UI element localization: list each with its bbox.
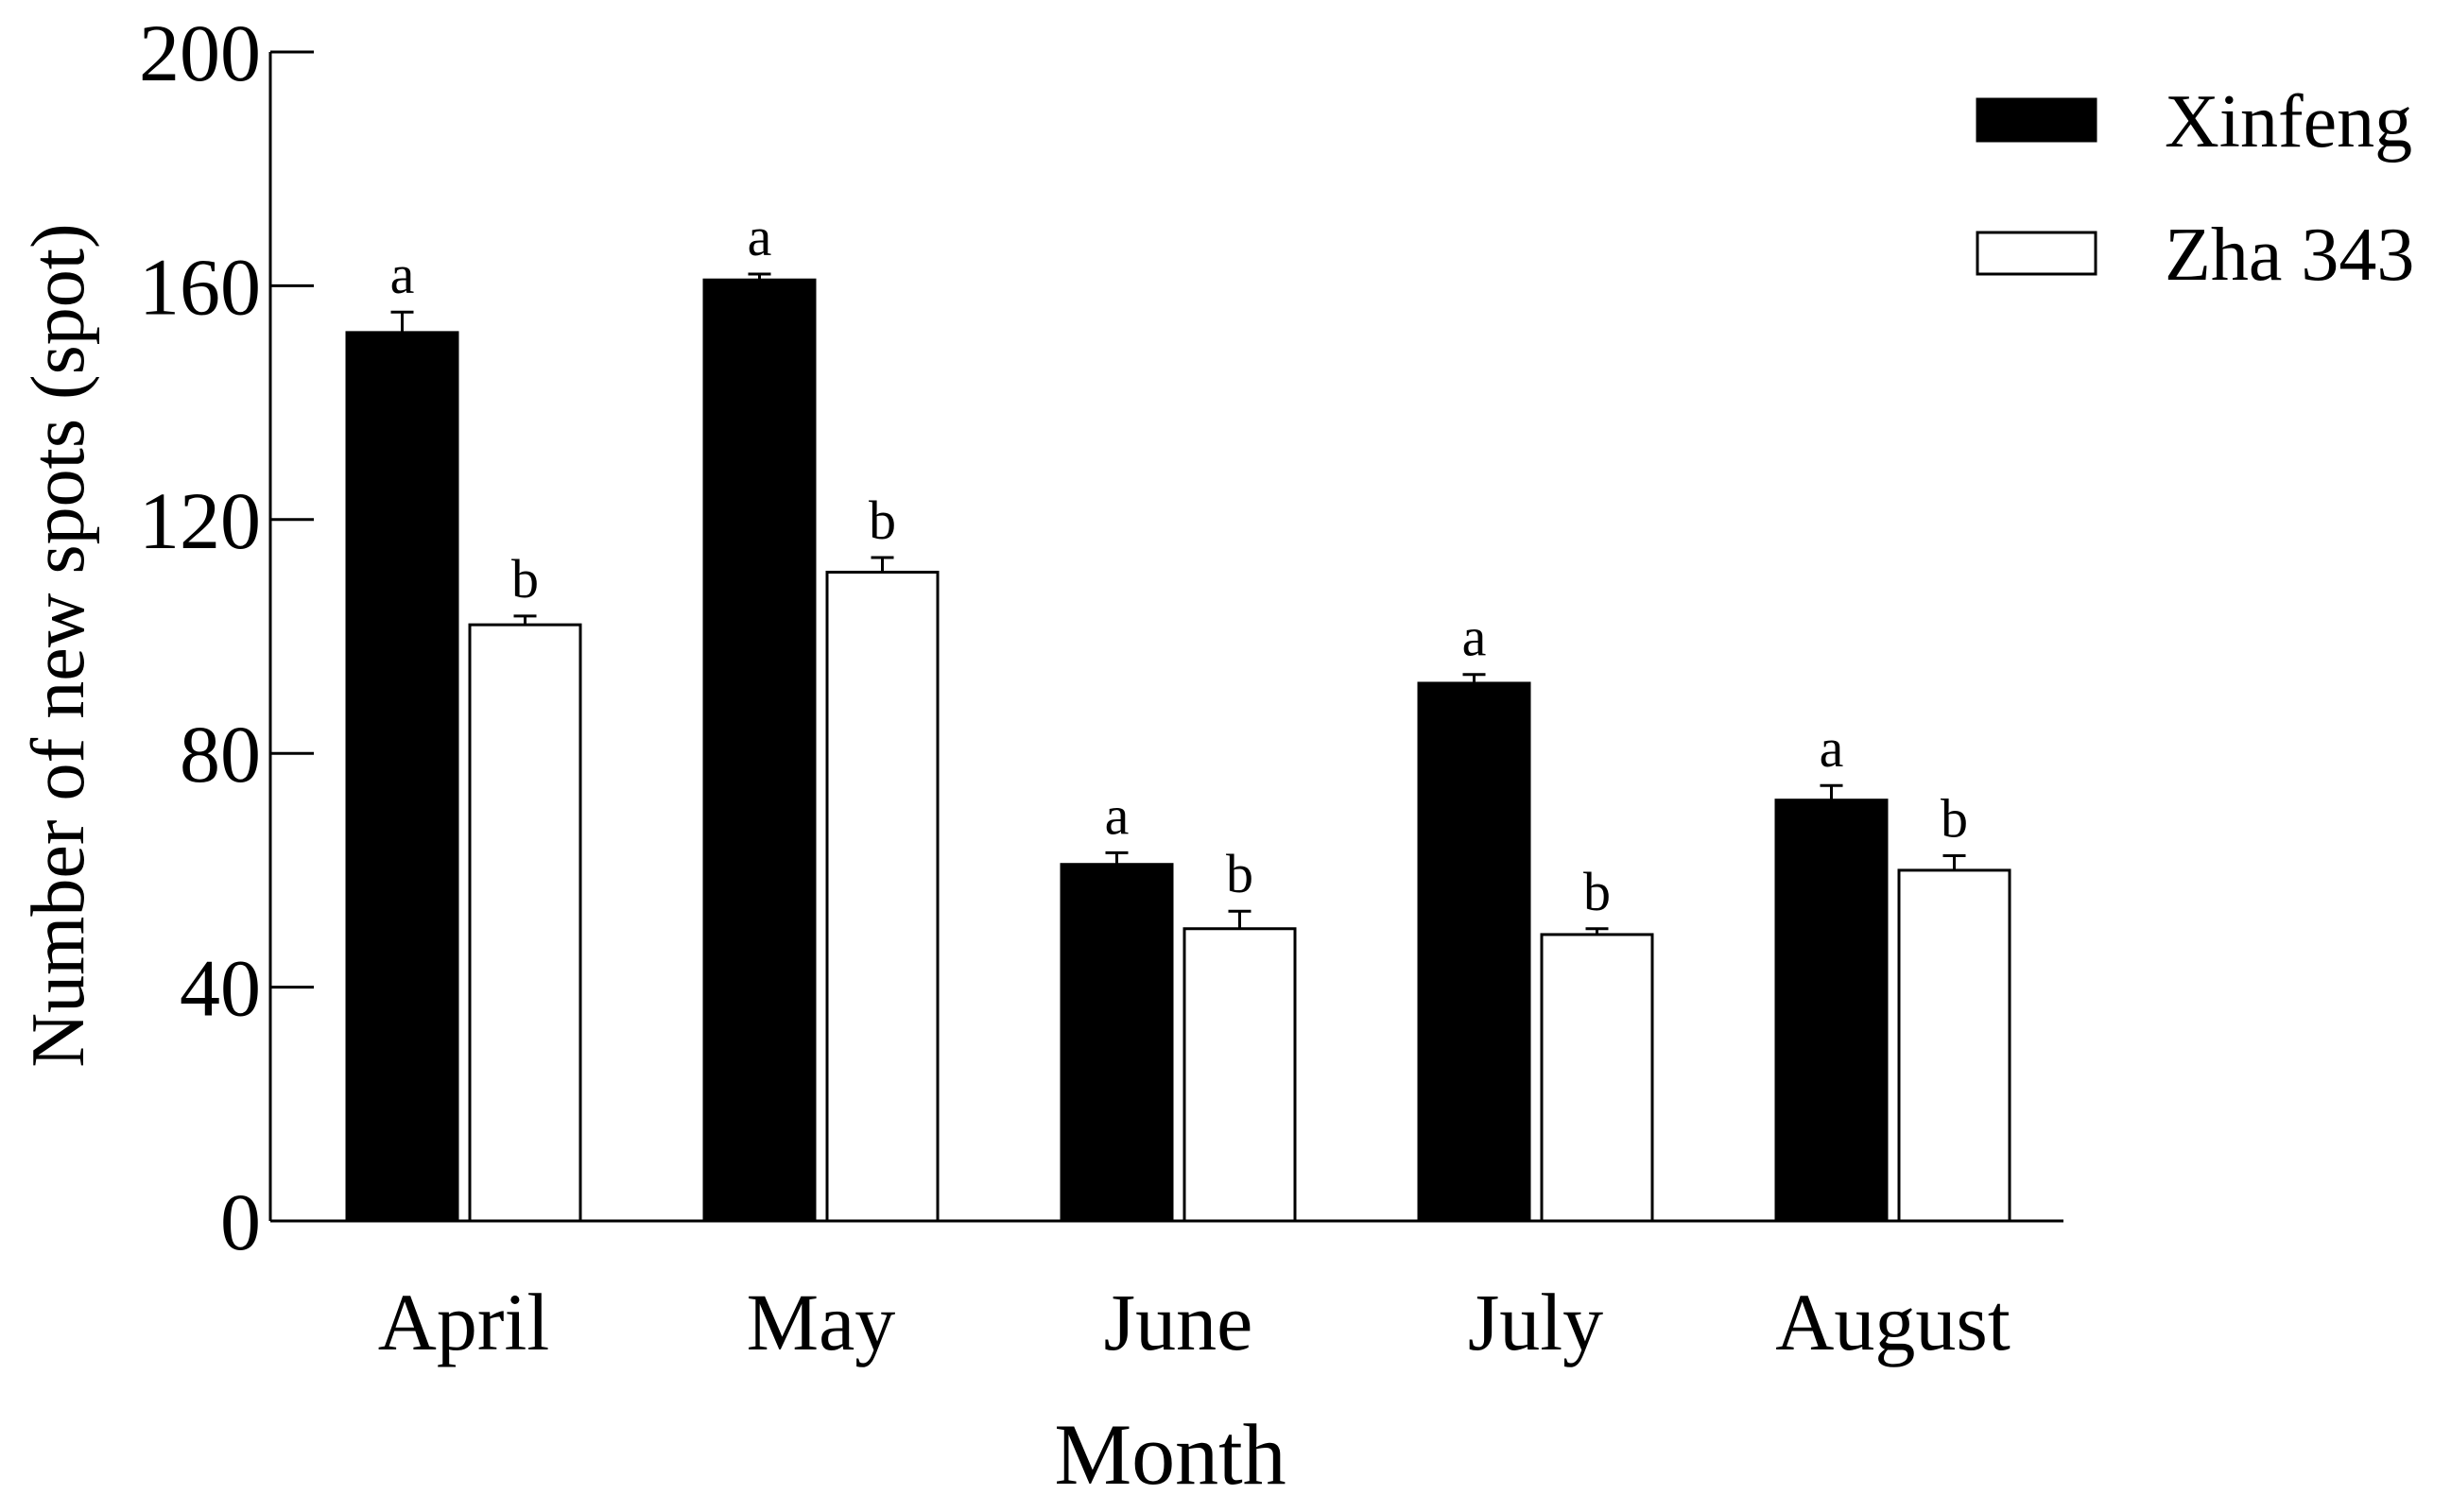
y-axis: 0 40 80 120 160 200: [139, 8, 314, 1267]
legend: Xinfeng Zha 343: [1976, 80, 2414, 297]
bar: [468, 623, 582, 1223]
legend-label: Zha 343: [2165, 214, 2414, 297]
x-tick-label: June: [1104, 1277, 1253, 1367]
y-tick-label: 0: [220, 1177, 261, 1267]
y-axis-title: Number of new spots (spot): [17, 223, 100, 1067]
significance-label: a: [1820, 717, 1844, 779]
bars: a b a b a b a b a b: [345, 206, 2011, 1223]
x-tick-label: April: [378, 1277, 550, 1367]
legend-swatch: [1976, 97, 2097, 143]
bar: [1897, 868, 2011, 1223]
significance-label: b: [511, 548, 539, 610]
x-axis-title: Month: [1054, 1406, 1286, 1503]
bar: [1774, 799, 1889, 1223]
bar: [1182, 927, 1297, 1223]
significance-label: b: [1583, 861, 1611, 922]
significance-label: a: [1462, 607, 1487, 668]
significance-label: b: [1941, 787, 1968, 849]
bar: [1540, 933, 1654, 1223]
bar: [702, 278, 817, 1223]
bar: [1417, 681, 1531, 1223]
y-tick-label: 40: [180, 943, 261, 1034]
y-tick-label: 80: [180, 709, 261, 799]
bar: [1060, 863, 1174, 1223]
significance-label: b: [869, 490, 896, 551]
significance-label: b: [1226, 843, 1253, 904]
x-tick-label: May: [747, 1277, 896, 1367]
y-tick-label: 200: [139, 8, 261, 98]
x-axis: April May June July August: [270, 1219, 2063, 1367]
x-tick-label: July: [1468, 1277, 1603, 1367]
significance-label: a: [390, 244, 415, 305]
bar: [345, 331, 459, 1223]
y-tick-label: 120: [139, 475, 261, 566]
significance-label: a: [748, 206, 772, 267]
legend-label: Xinfeng: [2165, 80, 2412, 163]
x-tick-label: August: [1775, 1277, 2011, 1367]
y-tick-label: 160: [139, 241, 261, 332]
legend-swatch: [1976, 231, 2097, 276]
bar: [825, 570, 940, 1223]
significance-label: a: [1105, 784, 1130, 846]
